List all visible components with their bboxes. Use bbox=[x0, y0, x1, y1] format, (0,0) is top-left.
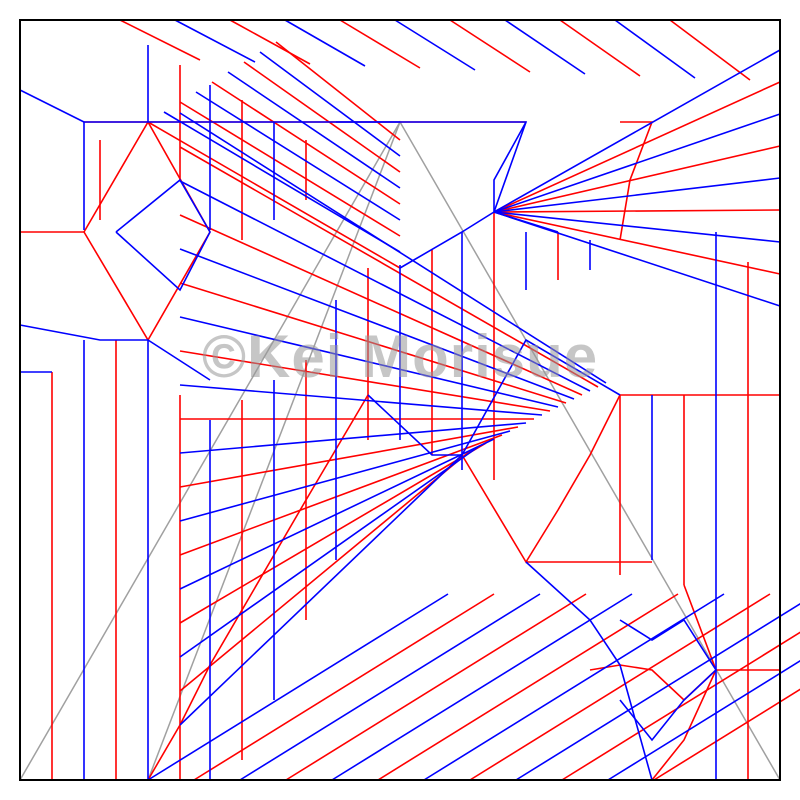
valley-fold bbox=[493, 81, 781, 213]
valley-fold bbox=[179, 101, 401, 237]
mountain-fold bbox=[394, 19, 476, 71]
mountain-fold bbox=[147, 593, 449, 781]
valley-fold bbox=[461, 394, 621, 564]
valley-fold bbox=[469, 593, 771, 781]
valley-fold bbox=[179, 450, 471, 692]
mountain-fold bbox=[331, 593, 633, 781]
mountain-fold bbox=[525, 561, 653, 781]
valley-folds bbox=[20, 19, 800, 781]
valley-fold bbox=[179, 350, 551, 412]
valley-fold bbox=[339, 19, 421, 69]
valley-fold bbox=[243, 61, 401, 173]
valley-fold bbox=[653, 688, 800, 781]
mountain-fold bbox=[493, 113, 781, 213]
mountain-fold bbox=[179, 180, 591, 392]
valley-fold bbox=[285, 593, 587, 781]
valley-fold bbox=[179, 442, 487, 624]
valley-fold bbox=[179, 146, 599, 388]
mountain-fold bbox=[174, 19, 256, 63]
valley-fold bbox=[651, 584, 717, 781]
mountain-fold bbox=[493, 177, 781, 213]
mountain-fold bbox=[179, 384, 543, 416]
mountain-fold bbox=[179, 430, 511, 522]
mountain-fold bbox=[493, 121, 559, 233]
mountain-fold bbox=[367, 338, 621, 456]
mountain-fold bbox=[179, 316, 559, 408]
valley-fold bbox=[179, 214, 583, 396]
paper-border bbox=[19, 19, 781, 781]
mountain-fold bbox=[259, 51, 401, 157]
valley-fold bbox=[119, 19, 201, 61]
valley-fold bbox=[493, 145, 781, 213]
mountain-fold bbox=[619, 618, 718, 742]
valley-fold bbox=[147, 394, 369, 781]
mountain-fold bbox=[195, 91, 401, 221]
mountain-fold bbox=[179, 454, 463, 726]
mountain-fold bbox=[493, 211, 781, 243]
mountain-fold bbox=[493, 49, 781, 213]
mountain-fold bbox=[504, 19, 586, 75]
mountain-fold bbox=[515, 602, 800, 781]
valley-fold bbox=[493, 211, 781, 275]
mountain-fold bbox=[336, 121, 528, 269]
mountain-folds bbox=[19, 19, 800, 781]
mountain-fold bbox=[423, 593, 725, 781]
mountain-fold bbox=[179, 438, 495, 590]
mountain-fold bbox=[179, 248, 575, 400]
valley-fold bbox=[493, 209, 781, 213]
valley-fold bbox=[669, 19, 751, 81]
valley-fold bbox=[229, 19, 311, 65]
mountain-fold bbox=[284, 19, 366, 67]
valley-fold bbox=[193, 593, 495, 781]
mountain-fold bbox=[614, 19, 696, 79]
valley-fold bbox=[619, 121, 654, 241]
valley-fold bbox=[211, 81, 401, 205]
valley-fold bbox=[561, 631, 800, 781]
mountain-fold bbox=[239, 593, 541, 781]
mountain-fold bbox=[179, 446, 479, 658]
valley-fold bbox=[559, 19, 641, 77]
valley-fold bbox=[449, 19, 531, 73]
mountain-fold bbox=[163, 111, 401, 253]
valley-fold bbox=[275, 41, 401, 141]
mountain-fold bbox=[607, 660, 800, 781]
mountain-fold bbox=[227, 71, 401, 189]
mountain-fold bbox=[19, 89, 85, 123]
mountain-fold bbox=[115, 178, 211, 292]
mountain-fold bbox=[179, 422, 527, 454]
mountain-fold bbox=[19, 324, 211, 381]
